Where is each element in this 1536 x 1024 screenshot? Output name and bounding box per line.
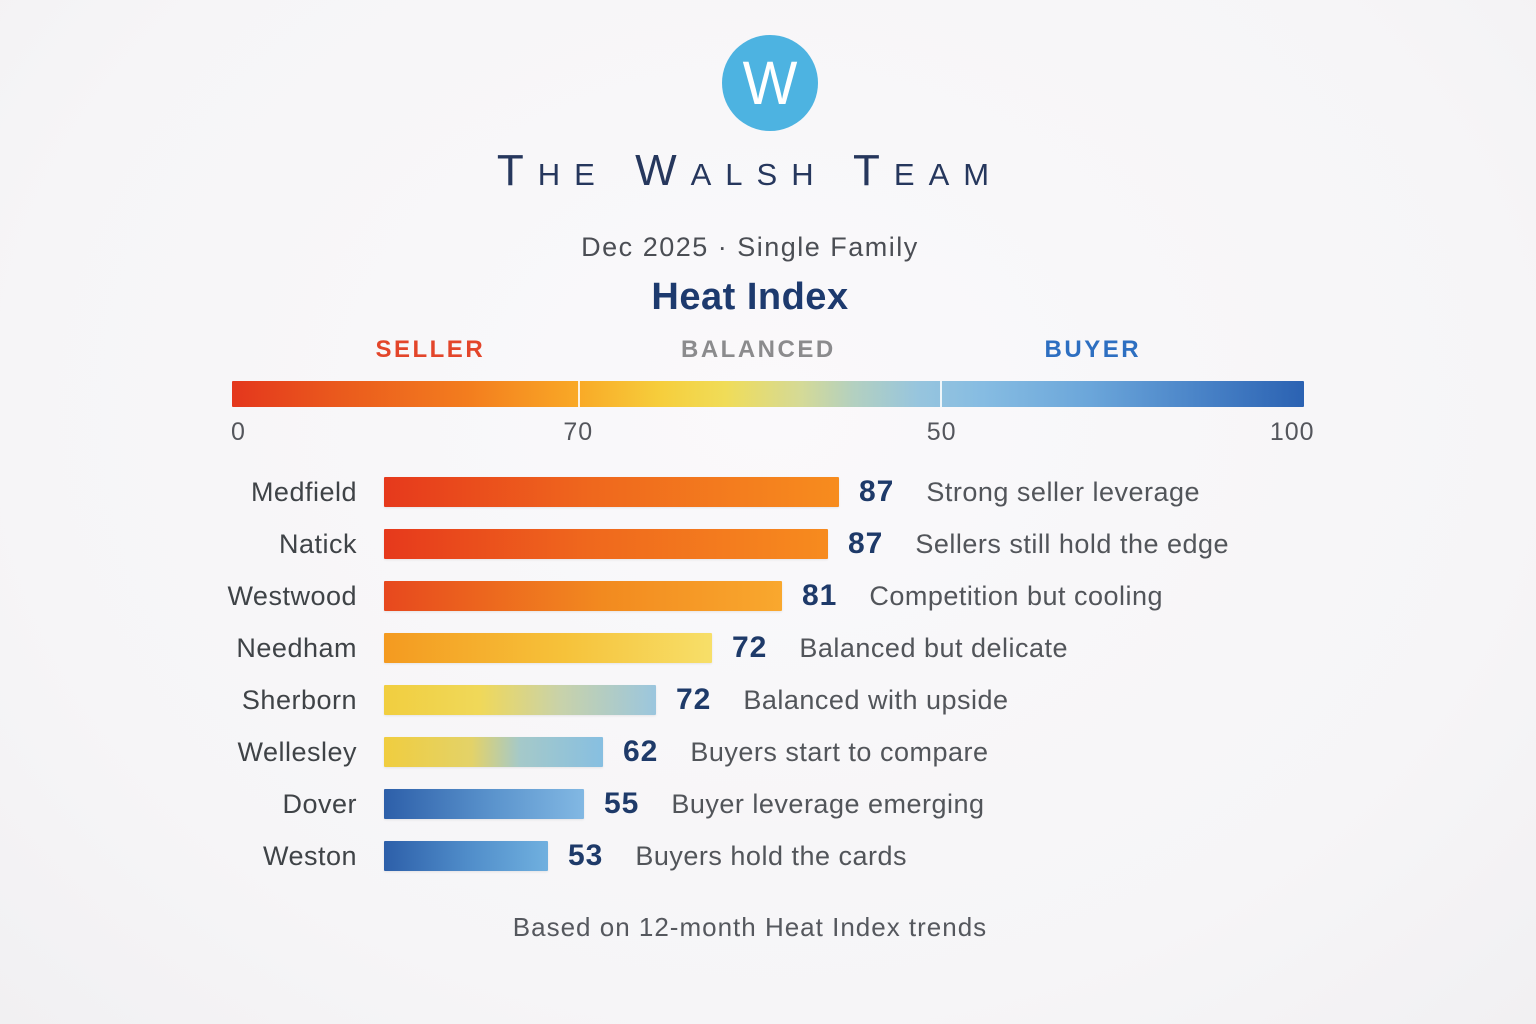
heat-bar [384,789,584,819]
heat-annotation: Balanced but delicate [799,632,1069,663]
heat-bar [384,529,828,559]
zone-label-seller: SELLER [375,336,486,363]
town-label: Sherborn [241,684,357,715]
heat-value: 55 [604,787,640,820]
heat-bar [384,633,712,663]
heat-value: 72 [732,631,768,664]
chart-title: Heat Index [651,276,849,318]
town-label: Westwood [227,580,357,611]
scale-tick-label: 50 [926,418,957,446]
heat-bar [384,581,782,611]
heat-annotation: Competition but cooling [869,580,1164,611]
table-row: Weston 53 Buyers hold the cards [177,839,1229,872]
heat-scale-tick-labels: 0 70 50 100 [230,418,1314,448]
scale-tick-label: 100 [1269,418,1315,446]
heat-bar [384,477,839,507]
zone-label-buyer: BUYER [1044,336,1142,363]
town-heat-rows: Medfield 87 Strong seller leverage Natic… [177,475,1230,872]
heat-annotation: Sellers still hold the edge [915,528,1230,559]
table-row: Dover 55 Buyer leverage emerging [177,787,1229,820]
table-row: Wellesley 62 Buyers start to compare [177,735,1229,768]
heat-value: 87 [848,527,884,560]
heat-value: 81 [802,579,838,612]
zone-label-balanced: BALANCED [681,336,836,363]
heat-annotation: Buyer leverage emerging [671,788,985,819]
heat-scale-gradient-bar [232,381,1304,407]
heat-annotation: Buyers hold the cards [635,840,908,871]
table-row: Medfield 87 Strong seller leverage [177,475,1229,508]
heat-annotation: Balanced with upside [743,684,1009,715]
market-zone-labels: SELLER BALANCED BUYER [232,336,1304,368]
logo-letter-w: W [742,48,798,118]
table-row: Sherborn 72 Balanced with upside [177,683,1229,716]
town-label: Wellesley [237,736,357,767]
table-row: Westwood 81 Competition but cooling [177,579,1229,612]
heat-value: 72 [676,683,712,716]
team-name: The Walsh Team [496,146,1004,195]
town-label: Weston [262,840,357,871]
scale-tick-label: 70 [563,418,594,446]
heat-bar [384,841,548,871]
town-label: Needham [236,632,357,663]
table-row: Needham 72 Balanced but delicate [177,631,1229,664]
scale-tick-label: 0 [230,418,246,446]
scale-tick-line [578,381,581,407]
town-label: Natick [278,528,357,559]
heat-bar [384,737,603,767]
footnote: Based on 12-month Heat Index trends [512,912,988,942]
walsh-team-logo: W [722,35,818,131]
heat-value: 87 [859,475,895,508]
report-subtitle: Dec 2025 · Single Family [581,232,919,262]
heat-value: 53 [568,839,604,872]
town-label: Medfield [250,476,357,507]
heat-value: 62 [623,735,659,768]
heat-annotation: Strong seller leverage [926,476,1201,507]
table-row: Natick 87 Sellers still hold the edge [177,527,1230,560]
scale-tick-line [939,381,942,407]
town-label: Dover [282,788,357,819]
heat-annotation: Buyers start to compare [690,736,989,767]
heat-bar [384,685,656,715]
